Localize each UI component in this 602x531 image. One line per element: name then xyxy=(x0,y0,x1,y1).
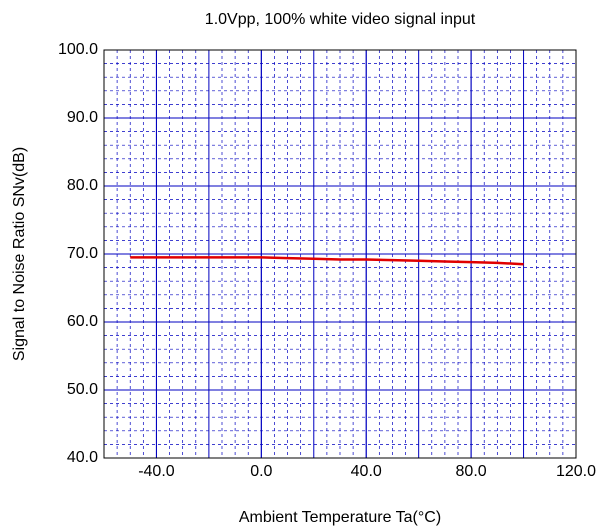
y-tick-label: 50.0 xyxy=(67,381,98,398)
y-axis-label: Signal to Noise Ratio SNv(dB) xyxy=(11,147,28,361)
x-tick-label: -40.0 xyxy=(138,463,175,480)
y-tick-label: 80.0 xyxy=(67,177,98,194)
x-axis-label: Ambient Temperature Ta(°C) xyxy=(239,509,441,526)
plot-frame xyxy=(103,49,577,459)
y-tick-label: 70.0 xyxy=(67,245,98,262)
x-tick-label: 80.0 xyxy=(456,463,487,480)
data-line xyxy=(130,256,524,266)
chart-title: 1.0Vpp, 100% white video signal input xyxy=(205,11,476,28)
x-tick-label: 120.0 xyxy=(556,463,596,480)
y-tick-label: 40.0 xyxy=(67,449,98,466)
y-tick-label: 100.0 xyxy=(58,41,98,58)
x-tick-label: 40.0 xyxy=(351,463,382,480)
y-tick-label: 90.0 xyxy=(67,109,98,126)
y-tick-label: 60.0 xyxy=(67,313,98,330)
x-tick-label: 0.0 xyxy=(250,463,272,480)
